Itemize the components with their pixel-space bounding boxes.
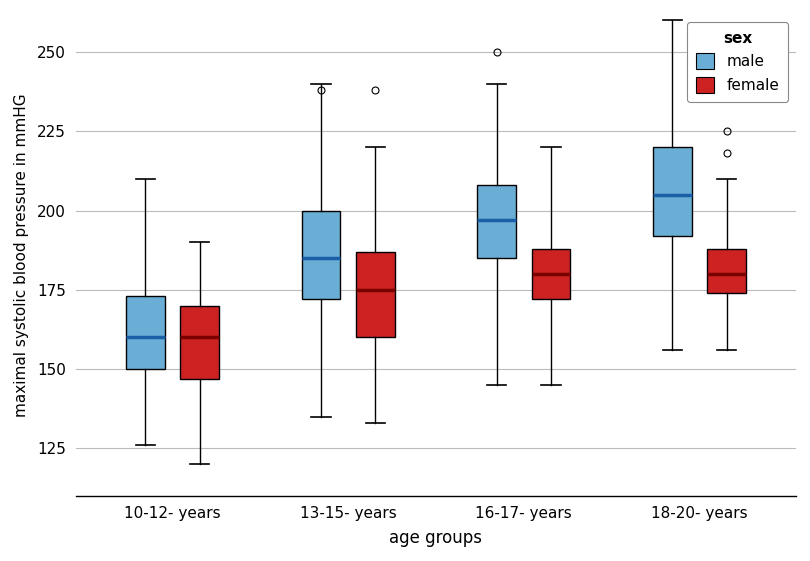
PathPatch shape (477, 185, 516, 258)
PathPatch shape (126, 296, 164, 369)
PathPatch shape (531, 249, 570, 300)
PathPatch shape (356, 252, 394, 338)
PathPatch shape (301, 210, 340, 300)
PathPatch shape (181, 306, 219, 379)
Y-axis label: maximal systolic blood pressure in mmHG: maximal systolic blood pressure in mmHG (14, 93, 29, 417)
PathPatch shape (653, 147, 692, 236)
Legend: male, female: male, female (687, 21, 788, 102)
PathPatch shape (707, 249, 746, 293)
X-axis label: age groups: age groups (390, 529, 483, 547)
